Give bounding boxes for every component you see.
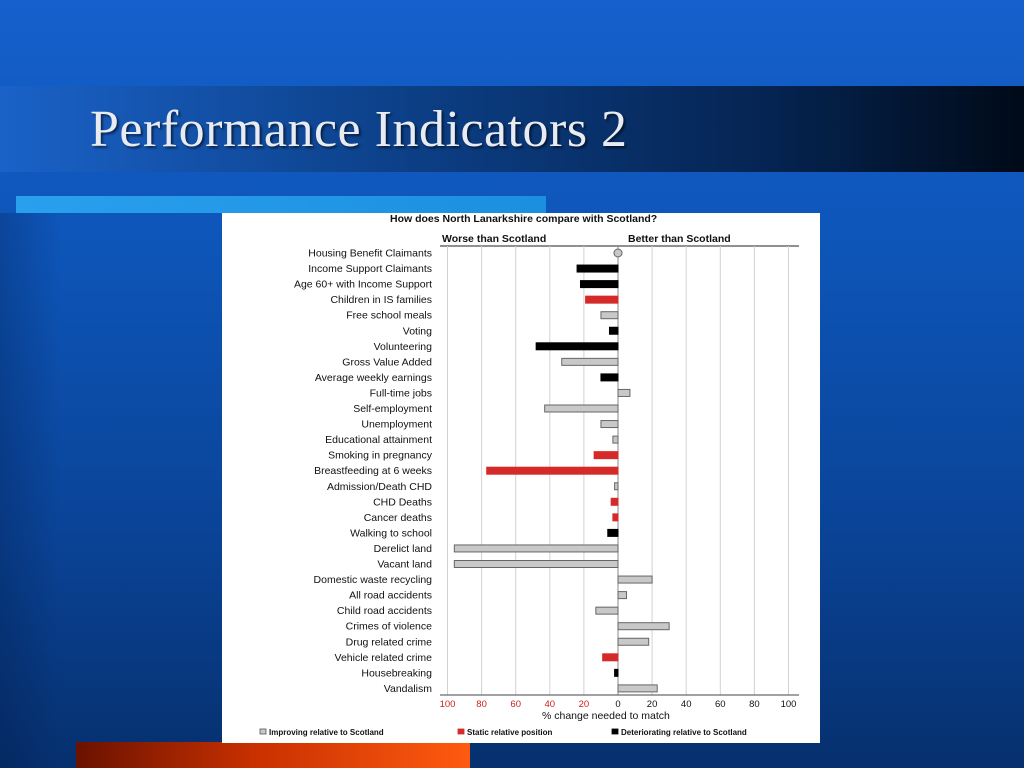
tick-label: 80: [749, 699, 760, 710]
category-label: Cancer deaths: [364, 512, 432, 524]
side-shadow: [0, 213, 60, 768]
legend-swatch: [259, 728, 267, 735]
bars: [453, 248, 670, 693]
tick-label: 40: [545, 699, 556, 710]
category-label: Walking to school: [350, 527, 432, 539]
category-label: Children in IS families: [330, 294, 432, 306]
category-label: Unemployment: [361, 419, 432, 431]
bar: [612, 513, 619, 522]
bar: [617, 575, 653, 584]
slide-title: Performance Indicators 2: [90, 101, 628, 158]
bar-marker: [613, 248, 623, 258]
category-label: Housing Benefit Claimants: [308, 248, 432, 260]
legend-label: Deteriorating relative to Scotland: [621, 728, 747, 737]
tick-label: 100: [440, 699, 456, 710]
category-label: Admission/Death CHD: [327, 481, 432, 493]
bar: [617, 591, 628, 600]
category-label: Income Support Claimants: [308, 263, 432, 275]
bar: [585, 295, 619, 304]
legend-label: Improving relative to Scotland: [269, 728, 384, 737]
category-label: Vacant land: [377, 559, 432, 571]
bar: [579, 280, 619, 289]
category-label: Full-time jobs: [370, 387, 432, 399]
legend-swatch: [611, 728, 619, 735]
category-label: Domestic waste recycling: [314, 574, 433, 586]
bar: [561, 357, 619, 366]
x-axis-label: % change needed to match: [542, 710, 670, 722]
legend-label: Static relative position: [467, 728, 552, 737]
category-label: Average weekly earnings: [315, 372, 432, 384]
category-label: Housebreaking: [361, 667, 432, 679]
better-header: Better than Scotland: [628, 233, 731, 245]
category-label: Age 60+ with Income Support: [294, 279, 432, 291]
category-label: Educational attainment: [325, 434, 432, 446]
category-label: Vehicle related crime: [335, 652, 433, 664]
category-label: Drug related crime: [346, 636, 433, 648]
bar: [600, 311, 619, 320]
category-label: Child road accidents: [337, 605, 432, 617]
bar: [595, 606, 619, 615]
bar: [453, 544, 619, 553]
bar: [610, 497, 619, 506]
category-label: Voting: [403, 325, 432, 337]
grid-lines: [447, 246, 789, 695]
legend-swatch: [457, 728, 465, 735]
bar: [612, 435, 619, 444]
bar: [535, 342, 619, 351]
category-label: Vandalism: [384, 683, 432, 695]
bar: [617, 622, 670, 631]
bar: [576, 264, 619, 273]
category-label: CHD Deaths: [373, 496, 432, 508]
worse-header: Worse than Scotland: [442, 233, 546, 245]
bar: [600, 373, 619, 382]
category-label: Volunteering: [374, 341, 433, 353]
accent-bar: [16, 196, 546, 213]
bar: [602, 653, 619, 662]
bar: [614, 668, 619, 677]
legend: Improving relative to Scotland Static rel…: [259, 728, 747, 737]
bar: [593, 451, 619, 460]
chart-title: How does North Lanarkshire compare with …: [390, 213, 657, 225]
bar: [617, 637, 650, 646]
bottom-accent-bar: [76, 742, 470, 768]
bar: [544, 404, 619, 413]
tick-label: 20: [579, 699, 590, 710]
bar: [486, 466, 619, 475]
bar: [617, 684, 658, 693]
bar: [617, 388, 631, 397]
tick-label: 40: [681, 699, 692, 710]
tick-label: 60: [510, 699, 521, 710]
tick-label: 80: [476, 699, 487, 710]
bar: [453, 560, 619, 568]
indicator-chart: How does North Lanarkshire compare with …: [259, 213, 799, 737]
category-label: All road accidents: [349, 590, 432, 602]
category-label: Free school meals: [346, 310, 432, 322]
tick-label: 100: [781, 699, 797, 710]
category-label: Breastfeeding at 6 weeks: [314, 465, 432, 477]
category-label: Derelict land: [374, 543, 433, 555]
tick-label: 60: [715, 699, 726, 710]
category-label: Smoking in pregnancy: [328, 450, 433, 462]
category-label: Gross Value Added: [342, 356, 432, 368]
bar: [600, 420, 619, 429]
category-labels: Housing Benefit Claimants Income Support …: [294, 248, 433, 695]
tick-label: 0: [615, 699, 620, 710]
category-label: Crimes of violence: [346, 621, 433, 633]
chart-panel: How does North Lanarkshire compare with …: [222, 213, 820, 743]
title-band: [0, 86, 1024, 172]
bar: [614, 482, 619, 491]
bar: [607, 528, 619, 537]
bar: [608, 326, 619, 335]
tick-labels: 100 80 60 40 20 0 20 40 60 80 100: [440, 699, 797, 710]
category-label: Self-employment: [353, 403, 432, 415]
tick-label: 20: [647, 699, 658, 710]
